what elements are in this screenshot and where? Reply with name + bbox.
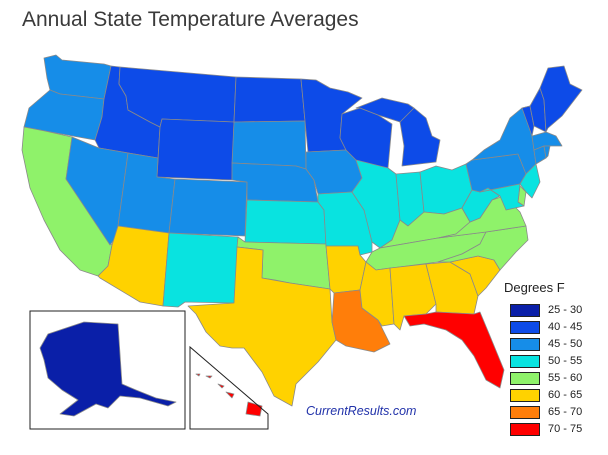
- state-nd: [233, 76, 306, 123]
- legend-item: 70 - 75: [510, 421, 582, 437]
- state-nm: [162, 232, 239, 308]
- legend-swatch: [510, 303, 540, 317]
- legend-item: 50 - 55: [510, 353, 582, 369]
- legend-label: 55 - 60: [548, 372, 583, 384]
- legend-swatch: [510, 388, 540, 402]
- legend-item: 55 - 60: [510, 370, 582, 386]
- legend-label: 25 - 30: [548, 304, 583, 316]
- state-co: [168, 178, 248, 237]
- state-tx: [187, 246, 337, 407]
- state-me: [539, 65, 583, 133]
- alaska-inset-frame: [29, 310, 186, 430]
- hawaii-inset-frame: [189, 345, 269, 430]
- legend-item: 40 - 45: [510, 319, 582, 335]
- legend-swatch: [510, 354, 540, 368]
- state-md: [479, 183, 525, 211]
- state-ri: [543, 145, 551, 159]
- state-hi: [195, 373, 263, 417]
- state-ak: [39, 321, 177, 417]
- legend-title: Degrees F: [504, 280, 565, 295]
- state-mi: [355, 97, 441, 167]
- legend-item: 60 - 65: [510, 387, 582, 403]
- legend-swatch: [510, 405, 540, 419]
- legend-item: 65 - 70: [510, 404, 582, 420]
- map-title: Annual State Temperature Averages: [22, 8, 359, 31]
- source-brand[interactable]: CurrentResults.com: [306, 404, 417, 418]
- legend-label: 70 - 75: [548, 423, 583, 435]
- legend-swatch: [510, 320, 540, 334]
- legend-swatch: [510, 422, 540, 436]
- legend-label: 45 - 50: [548, 338, 583, 350]
- legend-swatch: [510, 337, 540, 351]
- legend-item: 25 - 30: [510, 302, 582, 318]
- legend-item: 45 - 50: [510, 336, 582, 352]
- legend-label: 50 - 55: [548, 355, 583, 367]
- state-fl: [403, 311, 505, 389]
- state-nc: [437, 225, 529, 271]
- state-sd: [231, 120, 307, 170]
- legend-label: 40 - 45: [548, 321, 583, 333]
- legend-swatch: [510, 371, 540, 385]
- legend: 25 - 30 40 - 45 45 - 50 50 - 55 55 - 60 …: [510, 302, 582, 438]
- state-wy: [156, 118, 235, 181]
- legend-label: 60 - 65: [548, 389, 583, 401]
- legend-label: 65 - 70: [548, 406, 583, 418]
- state-ks: [244, 199, 327, 245]
